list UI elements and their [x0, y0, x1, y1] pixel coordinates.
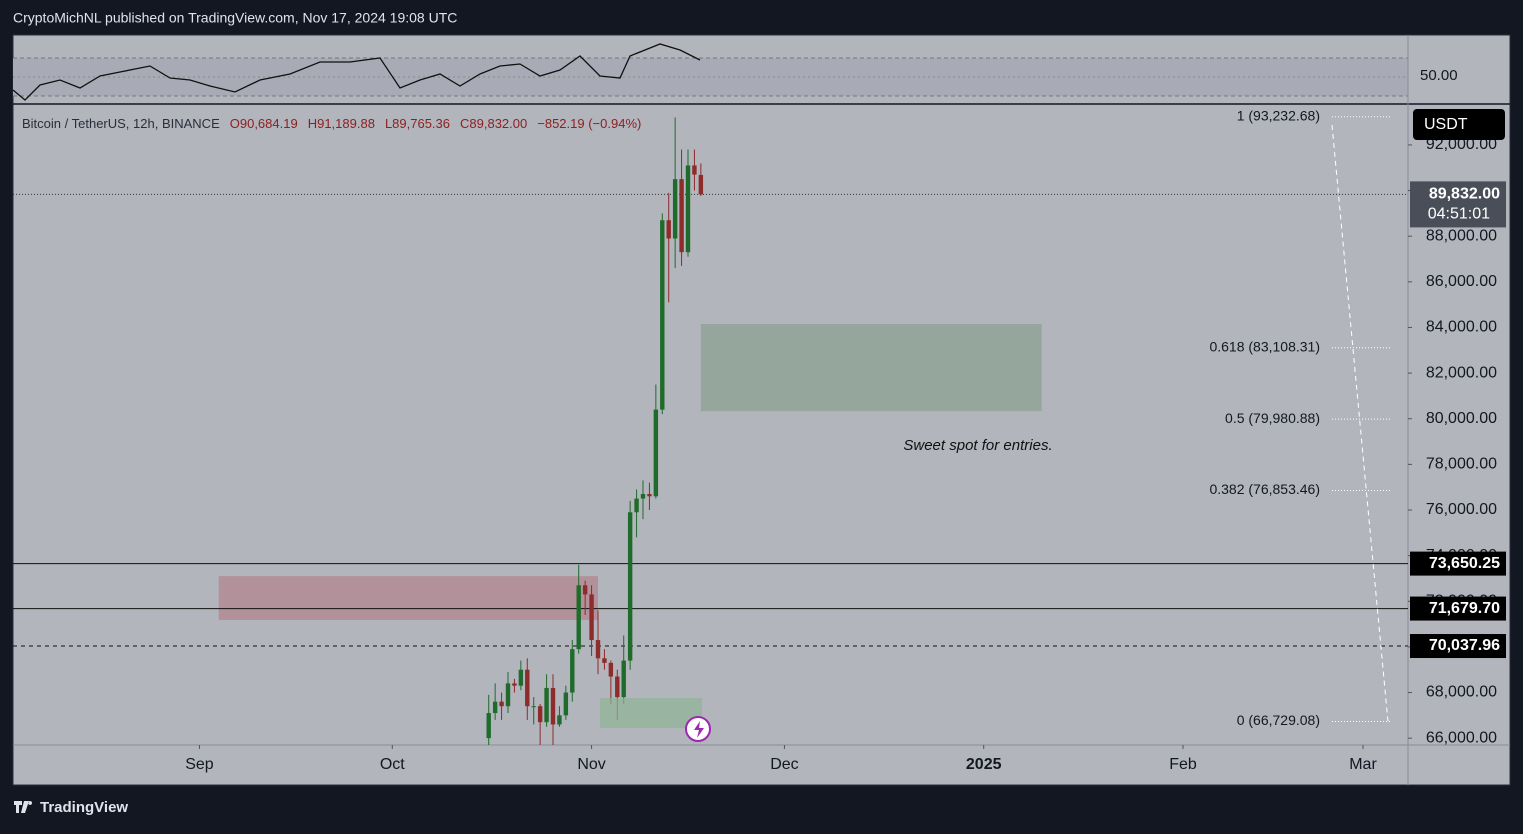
y-tick-label: 82,000.00 [1426, 364, 1497, 381]
x-tick-label: Feb [1169, 756, 1197, 773]
candle-body [518, 669, 524, 686]
candle-body [550, 687, 556, 725]
high: H91,189.88 [308, 116, 375, 131]
zone [700, 324, 1042, 412]
candle-body [557, 715, 562, 725]
rsi-label: 50.00 [1420, 67, 1458, 84]
candle-body [685, 165, 691, 253]
candle-body [576, 585, 581, 650]
candle-body [499, 701, 504, 707]
zone [218, 576, 598, 620]
annotation: Sweet spot for entries. [903, 437, 1052, 454]
rsi-line [12, 43, 701, 101]
currency-box [1413, 109, 1505, 140]
candle-body [531, 706, 536, 708]
volume-zone [600, 698, 702, 728]
candle-body [570, 649, 575, 693]
candle-body [486, 713, 491, 739]
level-label: 73,650.25 [1429, 555, 1500, 572]
y-tick-label: 80,000.00 [1426, 410, 1497, 427]
candle-body [653, 409, 659, 497]
y-tick-label: 92,000.00 [1426, 136, 1497, 153]
legend: Bitcoin / TetherUS, 12h, BINANCE O90,684.… [22, 116, 641, 131]
brand: TradingView [40, 799, 128, 816]
candle-body [563, 692, 569, 716]
publisher: CryptoMichNL published on TradingView.co… [13, 10, 457, 26]
candle-body [679, 179, 684, 253]
candle-body [537, 706, 543, 723]
y-tick-label: 68,000.00 [1426, 684, 1497, 701]
candle-body [621, 660, 626, 698]
x-tick-label: Oct [380, 756, 405, 773]
candle-body [672, 179, 678, 239]
candle-body [589, 594, 594, 641]
level-box [1410, 551, 1506, 576]
fib-label: 1 (93,232.68) [1237, 108, 1320, 124]
fib-label: 0.382 (76,853.46) [1209, 481, 1320, 497]
candle-body [692, 165, 697, 175]
candle-body [582, 585, 588, 595]
y-tick-label: 88,000.00 [1426, 227, 1497, 244]
fib-label: 0.618 (83,108.31) [1209, 339, 1320, 355]
candle-body [647, 494, 652, 497]
low: L89,765.36 [385, 116, 450, 131]
level-label: 70,037.96 [1429, 637, 1500, 654]
candle-body [602, 658, 607, 663]
open: O90,684.19 [230, 116, 298, 131]
x-tick-label: Sep [185, 756, 214, 773]
y-tick-label: 86,000.00 [1426, 273, 1497, 290]
candle-body [595, 640, 601, 659]
last-price-box [1410, 181, 1506, 228]
x-tick-label: Nov [577, 756, 605, 773]
candle-body [512, 683, 517, 686]
close: C89,832.00 [460, 116, 527, 131]
candle-body [615, 676, 620, 698]
candle-body [634, 498, 639, 513]
candle-body [660, 220, 665, 410]
candle-body [627, 512, 633, 661]
candle-body [640, 494, 646, 499]
candle-body [525, 669, 530, 707]
currency: USDT [1424, 116, 1468, 133]
candle-body [608, 662, 614, 677]
change: −852.19 (−0.94%) [537, 116, 641, 131]
rsi-band [13, 58, 1408, 96]
candle-body [544, 687, 549, 723]
overlay: 66,000.0068,000.0070,000.0072,000.0074,0… [185, 108, 1506, 773]
y-tick-label: 84,000.00 [1426, 319, 1497, 336]
y-tick-label: 66,000.00 [1426, 729, 1497, 746]
fib-label: 0.5 (79,980.88) [1225, 410, 1320, 426]
candle-body [505, 683, 511, 707]
fib-trend-line [1331, 124, 1389, 723]
event-bolt [694, 721, 704, 738]
countdown: 04:51:01 [1428, 206, 1490, 223]
candle-body [666, 220, 671, 239]
candle-body [698, 174, 704, 195]
fib-label: 0 (66,729.08) [1237, 712, 1320, 728]
level-box [1410, 634, 1506, 659]
y-tick-label: 78,000.00 [1426, 456, 1497, 473]
plot [13, 116, 1408, 745]
last-price-label: 89,832.00 [1429, 186, 1500, 203]
x-tick-label: Mar [1349, 756, 1377, 773]
symbol: Bitcoin / TetherUS, 12h, BINANCE [22, 116, 220, 131]
y-tick-label: 76,000.00 [1426, 501, 1497, 518]
level-box [1410, 596, 1506, 621]
candle-body [492, 701, 498, 714]
level-label: 71,679.70 [1429, 600, 1500, 617]
x-tick-label: Dec [770, 756, 798, 773]
x-tick-label: 2025 [966, 756, 1002, 773]
brand-logo [14, 801, 33, 813]
